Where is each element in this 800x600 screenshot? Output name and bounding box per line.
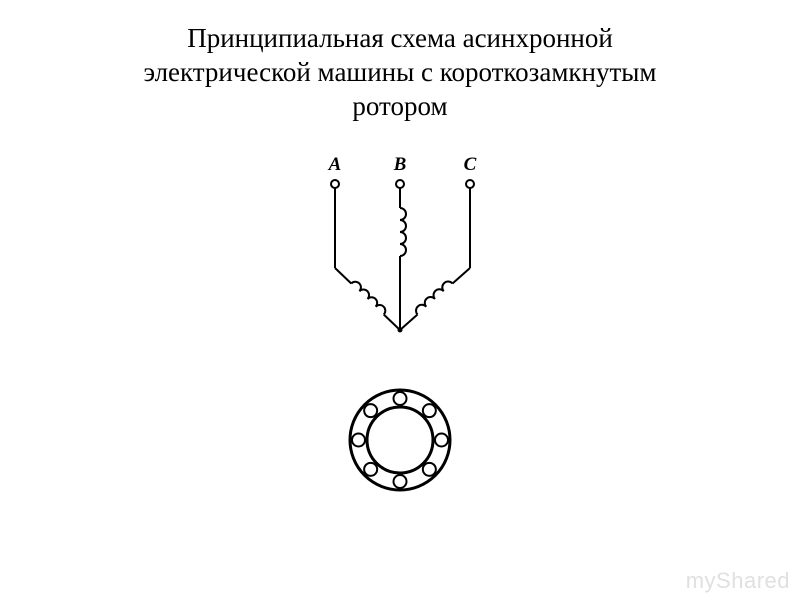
title-line-3: ротором [0, 90, 800, 124]
title-line-1: Принципиальная схема асинхронной [0, 22, 800, 56]
title-line-2: электрической машины с короткозамкнутым [0, 56, 800, 90]
svg-text:B: B [393, 155, 407, 175]
svg-text:A: A [328, 155, 342, 175]
watermark: myShared [686, 568, 790, 594]
schematic-diagram: A B C [0, 155, 800, 555]
page-title: Принципиальная схема асинхронной электри… [0, 0, 800, 123]
svg-text:C: C [464, 155, 477, 175]
